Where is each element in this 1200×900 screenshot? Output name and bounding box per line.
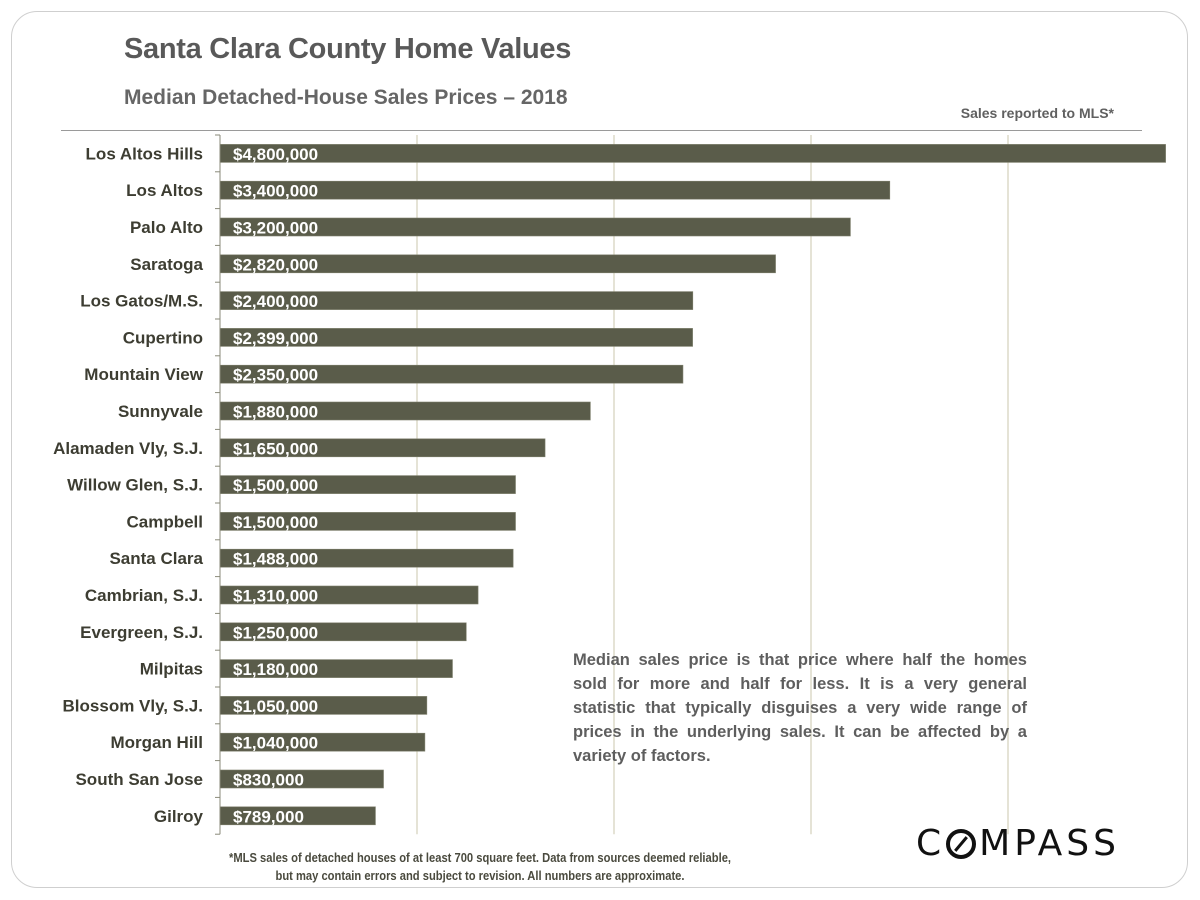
category-label: Morgan Hill [110, 733, 203, 752]
category-label: Alamaden Vly, S.J. [53, 439, 203, 458]
data-label: $1,310,000 [233, 587, 318, 606]
data-labels: $4,800,000 $3,400,000 $3,200,000 $2,820,000… [233, 145, 318, 826]
compass-logo: C MPASS [916, 823, 1120, 864]
footnote-line-2: but may contain errors and subject to re… [275, 868, 685, 883]
data-label: $2,399,000 [233, 329, 318, 348]
data-label: $1,500,000 [233, 513, 318, 532]
category-label: Los Altos [126, 181, 203, 200]
category-label: Sunnyvale [118, 402, 203, 421]
slide-frame [11, 11, 1188, 888]
data-label: $1,040,000 [233, 734, 318, 753]
data-label: $2,820,000 [233, 255, 318, 274]
chart-title: Santa Clara County Home Values [124, 33, 572, 65]
category-label: Los Altos Hills [86, 144, 203, 163]
data-label: $1,050,000 [233, 697, 318, 716]
data-label: $830,000 [233, 771, 304, 790]
data-label: $1,650,000 [233, 439, 318, 458]
category-label: Cupertino [123, 328, 203, 347]
footnote-line-1: *MLS sales of detached houses of at leas… [228, 850, 732, 865]
category-label: Los Gatos/M.S. [80, 292, 203, 311]
data-label: $1,500,000 [233, 476, 318, 495]
category-label: Blossom Vly, S.J. [63, 696, 203, 715]
data-label: $1,180,000 [233, 660, 318, 679]
category-label: Willow Glen, S.J. [67, 476, 203, 495]
data-label: $789,000 [233, 807, 304, 826]
category-label: Evergreen, S.J. [80, 623, 203, 642]
category-label: Campbell [126, 512, 203, 531]
data-label: $1,880,000 [233, 403, 318, 422]
logo-text-start: C [916, 823, 946, 864]
source-note: Sales reported to MLS* [960, 105, 1114, 121]
chart-subtitle: Median Detached-House Sales Prices – 201… [124, 86, 568, 109]
category-label: Mountain View [84, 365, 203, 384]
category-label: South San Jose [75, 770, 203, 789]
category-label: Santa Clara [109, 549, 203, 568]
category-label: Saratoga [130, 255, 203, 274]
data-label: $1,488,000 [233, 550, 318, 569]
logo-text-end: MPASS [979, 823, 1120, 864]
data-label: $3,200,000 [233, 219, 318, 238]
header-divider [61, 130, 1142, 131]
footnote: *MLS sales of detached houses of at leas… [196, 849, 764, 885]
category-labels: Los Altos Hills Los Altos Palo Alto Saratog… [53, 144, 204, 825]
median-explanation-note: Median sales price is that price where h… [573, 651, 1027, 765]
data-label: $2,350,000 [233, 366, 318, 385]
category-label: Palo Alto [130, 218, 203, 237]
data-label: $1,250,000 [233, 623, 318, 642]
data-label: $4,800,000 [233, 145, 318, 164]
category-label: Milpitas [140, 660, 203, 679]
bar [219, 144, 1166, 163]
data-label: $3,400,000 [233, 182, 318, 201]
data-label: $2,400,000 [233, 292, 318, 311]
bar [219, 180, 891, 200]
category-axis [215, 134, 221, 835]
category-label: Cambrian, S.J. [85, 586, 203, 605]
category-label: Gilroy [154, 807, 204, 826]
compass-o-icon [946, 828, 977, 859]
